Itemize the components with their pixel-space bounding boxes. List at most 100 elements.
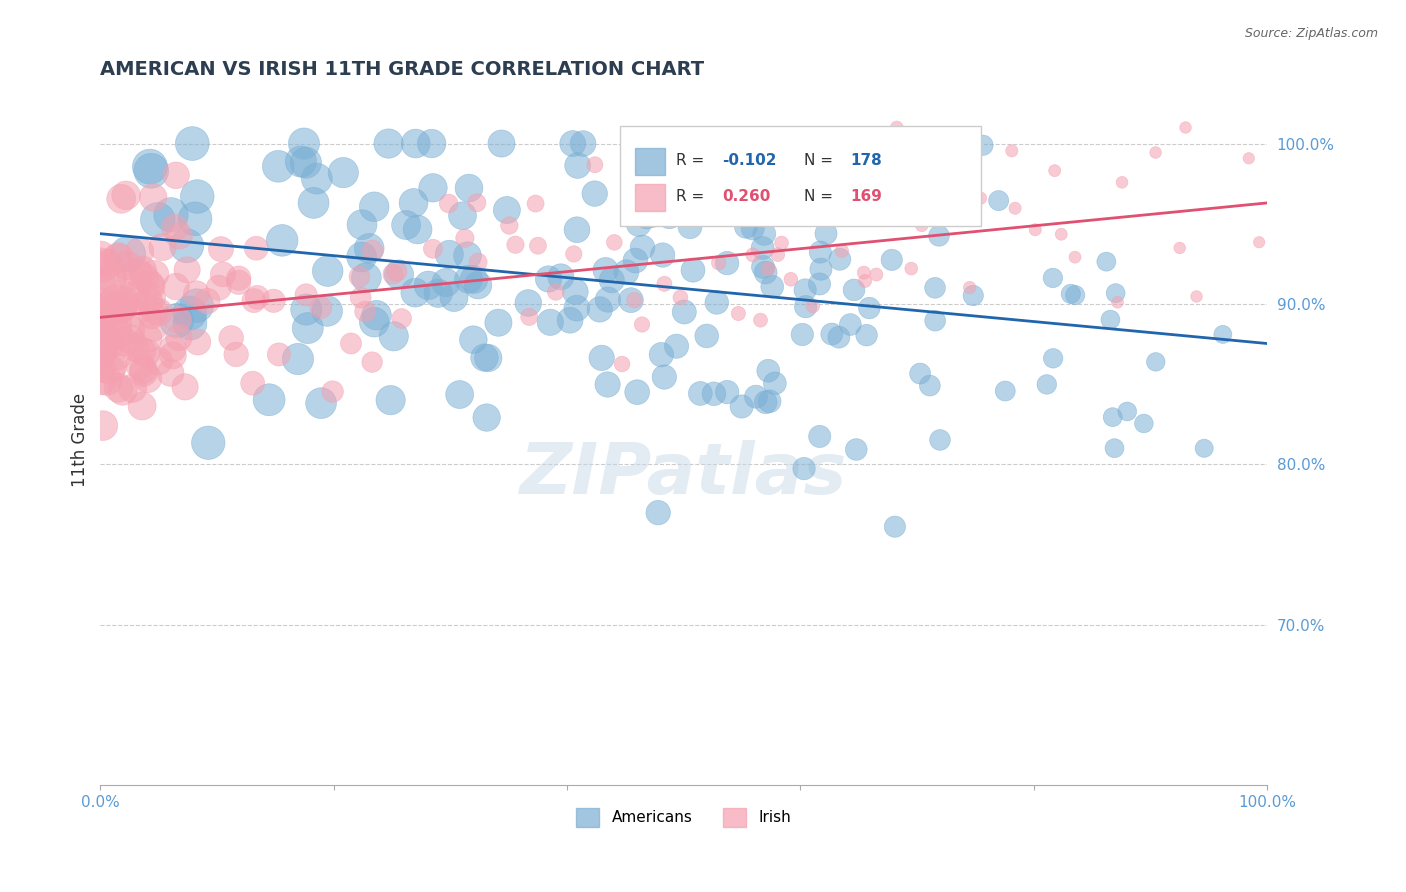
Point [565,223,588,237]
Point [565,301,588,315]
Point [427,286,450,301]
Point [821,326,844,341]
Point [115,188,138,202]
Point [134,270,156,285]
Text: R =: R = [675,189,709,204]
Point [591,351,613,365]
Point [792,327,814,342]
Point [167,330,190,344]
Y-axis label: 11th Grade: 11th Grade [72,393,89,487]
Point [160,208,183,222]
Point [474,351,496,365]
Point [117,247,139,261]
Point [1144,145,1167,160]
Point [120,322,142,336]
Point [673,305,696,319]
Point [1185,289,1208,303]
Point [297,321,319,335]
Point [828,252,851,267]
Point [658,210,681,224]
Point [848,207,870,221]
Point [219,331,242,345]
Point [853,274,876,288]
Point [195,293,218,308]
Point [366,308,388,322]
Point [131,399,153,413]
Point [437,196,460,211]
Point [91,345,114,359]
Point [405,136,427,151]
Point [290,154,312,169]
Point [1064,250,1087,264]
Point [350,218,373,232]
Point [139,277,162,291]
Point [761,136,783,151]
Point [589,302,612,317]
Point [107,250,129,264]
Point [148,305,170,319]
Point [457,272,479,286]
Point [706,295,728,310]
Point [136,331,159,345]
Point [143,304,166,318]
Point [756,364,779,378]
Text: 169: 169 [851,189,883,204]
Point [96,374,118,388]
Point [186,299,208,313]
Point [1249,235,1271,250]
Point [111,300,134,314]
Point [142,190,165,204]
Point [735,219,758,234]
Point [114,297,136,311]
Point [292,136,315,151]
Point [108,302,131,317]
Point [924,314,946,328]
Point [463,333,485,347]
Point [517,296,540,310]
Point [855,328,877,343]
Point [162,348,184,362]
Point [90,296,112,310]
Point [488,316,510,330]
Point [439,247,461,261]
Point [538,315,561,329]
Point [159,366,181,380]
Point [491,136,513,151]
Point [287,351,309,366]
Point [828,330,851,344]
Point [689,386,711,401]
Point [636,210,658,224]
Point [90,249,112,263]
Point [654,277,676,291]
Point [911,219,934,233]
Point [295,155,318,169]
Point [93,309,115,323]
Point [181,136,204,151]
Point [747,183,769,197]
Point [631,318,654,332]
Point [928,228,950,243]
Point [651,248,673,262]
Legend: Americans, Irish: Americans, Irish [571,802,797,832]
Point [267,347,290,361]
Point [305,171,328,186]
Point [631,136,654,151]
Point [1111,175,1133,189]
Point [148,354,170,368]
Point [1168,241,1191,255]
Point [420,136,443,151]
Point [801,299,824,313]
Point [865,268,887,282]
Point [361,244,384,258]
Point [89,347,111,361]
Point [725,136,748,151]
Point [475,410,498,425]
Point [1133,417,1156,431]
Point [212,268,235,282]
Point [111,384,134,398]
Point [631,240,654,254]
Point [831,244,853,258]
Point [98,363,121,377]
Point [246,290,269,304]
Point [165,169,187,183]
